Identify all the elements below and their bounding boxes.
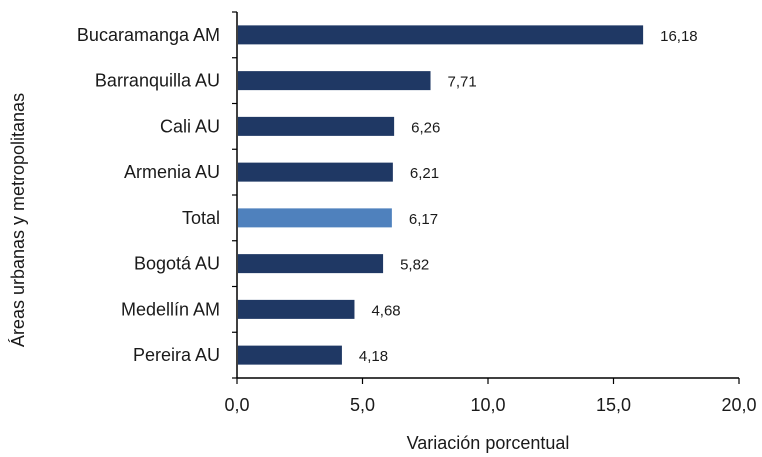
x-tick-label: 5,0 — [350, 395, 375, 415]
category-label: Barranquilla AU — [95, 71, 220, 91]
x-tick-label: 10,0 — [470, 395, 505, 415]
value-label: 4,68 — [371, 302, 400, 319]
axes-layer — [236, 12, 739, 379]
y-axis-title: Áreas urbanas y metropolitanas — [8, 93, 28, 347]
bar-cali-au — [238, 116, 395, 136]
category-label: Total — [182, 208, 220, 228]
category-label: Pereira AU — [133, 345, 220, 365]
bar-pereira-au — [238, 345, 342, 365]
x-tick-label: 15,0 — [596, 395, 631, 415]
bar-medellín-am — [238, 299, 355, 319]
category-label: Medellín AM — [121, 299, 220, 319]
value-label: 16,18 — [660, 28, 698, 45]
labels-layer: Bucaramanga AM 16,18 Barranquilla AU 7,71 Ca… — [77, 11, 757, 415]
value-label: 4,18 — [359, 348, 388, 365]
bar-bogotá-au — [238, 254, 384, 274]
value-label: 5,82 — [400, 257, 429, 274]
bar-total — [238, 208, 392, 228]
x-tick-label: 20,0 — [721, 395, 756, 415]
x-axis-title: Variación porcentual — [407, 433, 570, 453]
value-label: 7,71 — [448, 74, 477, 91]
bar-bucaramanga-am — [238, 25, 644, 45]
bars-layer — [238, 25, 644, 365]
value-label: 6,17 — [409, 211, 438, 228]
bar-armenia-au — [238, 162, 393, 182]
value-label: 6,26 — [411, 119, 440, 136]
value-label: 6,21 — [410, 165, 439, 182]
category-label: Armenia AU — [124, 162, 220, 182]
x-tick-label: 0,0 — [224, 395, 249, 415]
category-label: Bogotá AU — [134, 254, 220, 274]
category-label: Cali AU — [160, 116, 220, 136]
bar-barranquilla-au — [238, 71, 431, 91]
category-label: Bucaramanga AM — [77, 25, 220, 45]
